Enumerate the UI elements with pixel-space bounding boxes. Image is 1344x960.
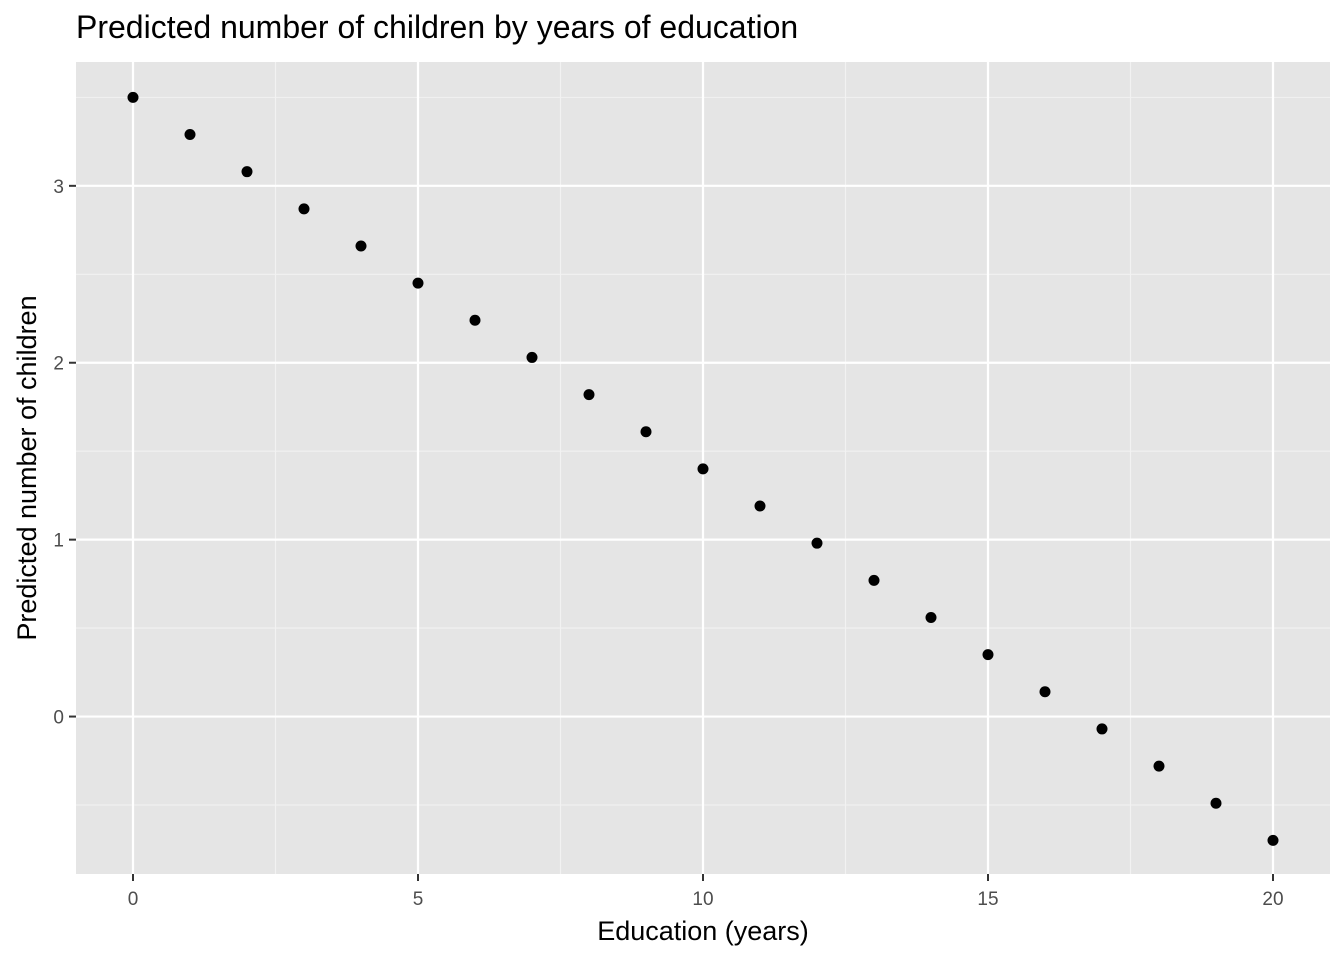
data-point	[697, 463, 709, 475]
y-axis: 0 1 2 3	[53, 177, 76, 729]
data-point	[355, 240, 367, 252]
data-point	[1210, 797, 1222, 809]
data-point	[1096, 723, 1108, 735]
data-point	[640, 426, 652, 438]
data-point	[127, 91, 139, 103]
x-tick-label: 15	[977, 889, 998, 910]
x-tick-label: 0	[128, 889, 139, 910]
grid-major	[76, 62, 1330, 874]
x-axis: 0 5 10 15 20	[128, 874, 1284, 910]
data-point	[1267, 834, 1279, 846]
data-point	[298, 203, 310, 215]
y-tick-label: 2	[53, 354, 64, 375]
data-points	[127, 91, 1279, 846]
data-point	[982, 649, 994, 661]
data-point	[526, 351, 538, 363]
data-point	[241, 166, 253, 178]
y-tick-label: 1	[53, 531, 64, 552]
x-tick-label: 10	[692, 889, 713, 910]
data-point	[412, 277, 424, 289]
chart-title: Predicted number of children by years of…	[76, 9, 798, 45]
data-point	[925, 611, 937, 623]
data-point	[811, 537, 823, 549]
y-axis-title: Predicted number of children	[12, 295, 42, 640]
data-point	[184, 129, 196, 141]
data-point	[754, 500, 766, 512]
x-axis-title: Education (years)	[597, 916, 809, 946]
x-tick-label: 5	[413, 889, 424, 910]
y-tick-label: 0	[53, 708, 64, 729]
x-tick-label: 20	[1262, 889, 1283, 910]
data-point	[469, 314, 481, 326]
data-point	[868, 574, 880, 586]
data-point	[583, 389, 595, 401]
data-point	[1153, 760, 1165, 772]
data-point	[1039, 686, 1051, 698]
y-tick-label: 3	[53, 177, 64, 198]
